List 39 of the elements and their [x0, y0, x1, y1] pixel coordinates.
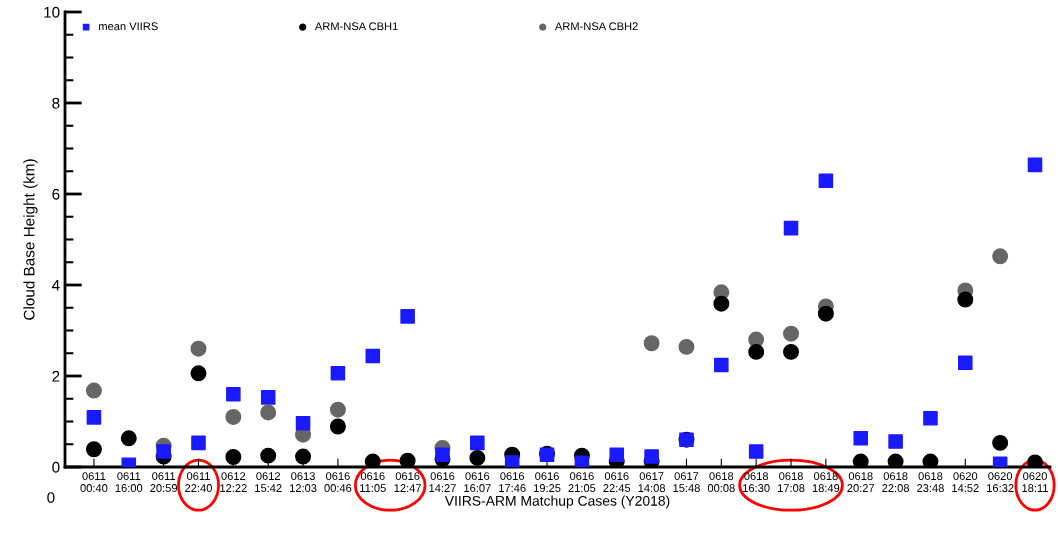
x-tick-label: 0620 14:52 [952, 472, 979, 492]
x-tick-label: 0616 12:47 [394, 472, 421, 492]
x-tick-label: 0618 20:27 [847, 472, 875, 492]
x-tick-label: 0611 16:00 [115, 472, 143, 492]
x-tick-label: 0616 17:46 [499, 472, 526, 492]
y-tick-label: 0 [52, 461, 60, 473]
x-tick-label: 0616 21:05 [568, 472, 596, 492]
x-tick-label: 0618 17:08 [777, 472, 805, 492]
x-tick-label: 0618 18:49 [812, 472, 840, 492]
y-axis-title: Cloud Base Height (km) [23, 159, 38, 320]
x-tick-label: 0618 23:48 [917, 472, 944, 492]
legend-label: ARM-NSA CBH1 [314, 22, 398, 31]
x-tick-label: 0612 12:22 [220, 472, 247, 492]
x-tick-label: 0611 22:40 [185, 472, 212, 492]
x-tick-label: 0611 00:40 [80, 472, 108, 492]
x-tick-label: 0618 16:30 [743, 472, 770, 492]
x-tick-label: 0618 22:08 [882, 472, 910, 492]
x-tick-label: 0620 16:32 [987, 472, 1014, 492]
y-tick-label: 8 [52, 97, 60, 109]
x-tick-label: 0617 14:08 [638, 472, 666, 492]
x-tick-label: 0611 20:59 [150, 472, 178, 492]
x-tick-label: 0612 15:42 [255, 472, 282, 492]
y-tick-label: 4 [51, 280, 60, 291]
legend-label: mean VIIRS [99, 22, 158, 31]
y-tick-label: 6 [52, 188, 60, 200]
y-tick-label: 2 [52, 370, 60, 382]
y-tick-label: 10 [44, 6, 60, 18]
x-tick-label: 0616 11:05 [360, 472, 386, 492]
x-tick-label: 0616 22:45 [603, 472, 631, 492]
x-tick-label: 0613 12:03 [290, 472, 317, 492]
x-tick-label: 0617 15:48 [673, 472, 700, 492]
x-tick-label: 0618 00:08 [707, 472, 735, 492]
x-tick-label: 0616 00:46 [324, 472, 352, 492]
x-axis-title: VIIRS-ARM Matchup Cases (Y2018) [444, 495, 670, 509]
x-tick-label: 0616 19:25 [533, 472, 561, 492]
x-tick-label: 0616 14:27 [429, 472, 456, 492]
x-tick-label: 0616 16:07 [464, 472, 491, 492]
legend-label: ARM-NSA CBH2 [554, 22, 638, 31]
x-tick-label: 0620 18:11 [1022, 472, 1048, 492]
